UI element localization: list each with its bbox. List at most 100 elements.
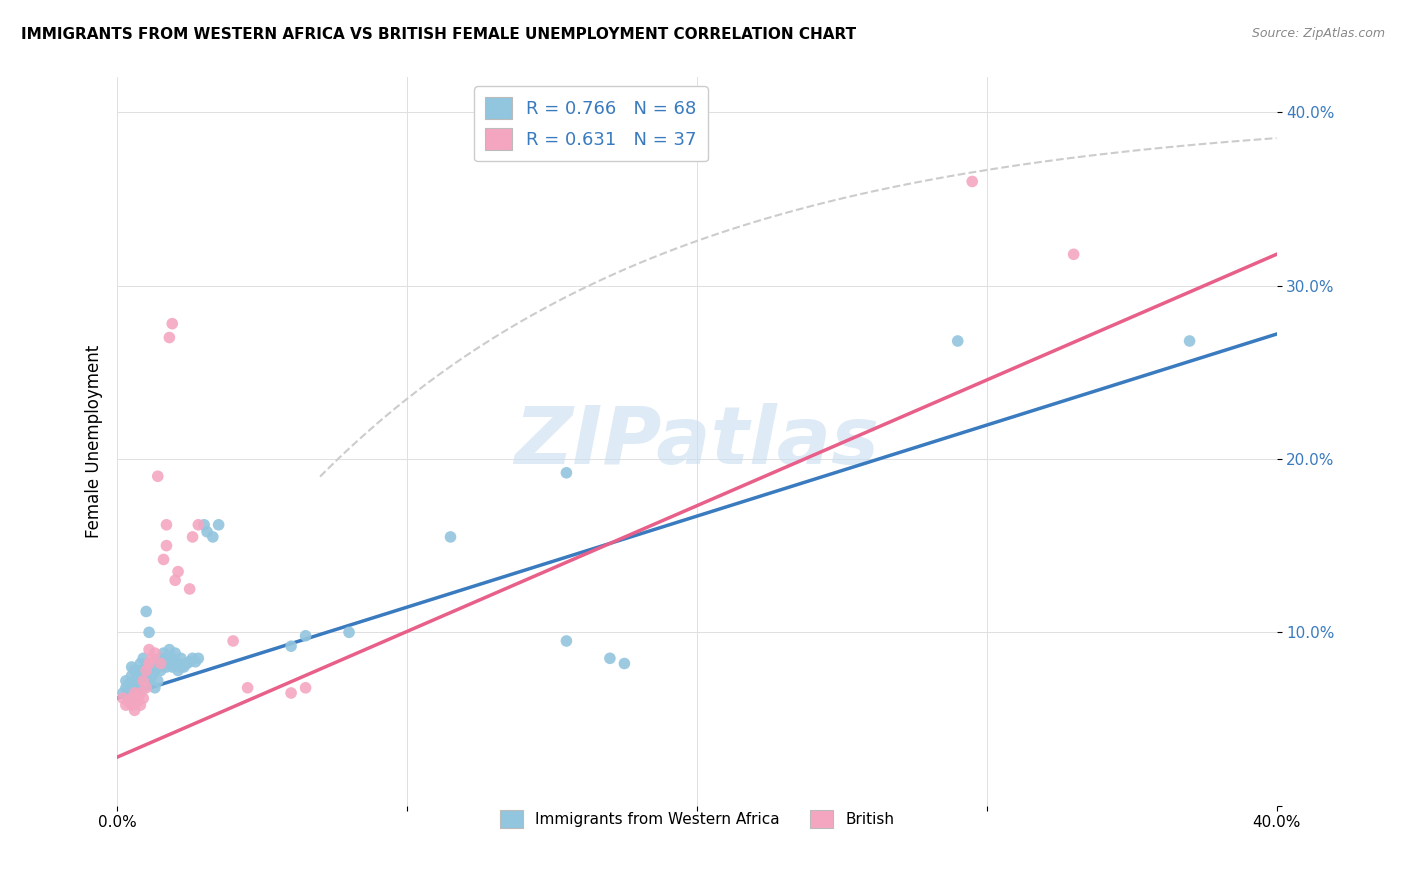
Point: [132, 691, 155, 706]
Point: [143, 646, 166, 660]
Point: [179, 655, 201, 669]
Point: [118, 695, 141, 709]
Point: [135, 681, 157, 695]
Legend: Immigrants from Western Africa, British: Immigrants from Western Africa, British: [494, 804, 900, 835]
Point: [173, 660, 195, 674]
Point: [165, 657, 187, 671]
Point: [170, 651, 193, 665]
Point: [138, 673, 160, 688]
Point: [222, 634, 245, 648]
Point: [124, 664, 146, 678]
Point: [143, 681, 166, 695]
Point: [157, 642, 180, 657]
Text: ZIPatlas: ZIPatlas: [515, 402, 879, 481]
Point: [170, 660, 193, 674]
Point: [193, 517, 215, 532]
Point: [138, 642, 160, 657]
Point: [613, 657, 636, 671]
Point: [207, 517, 229, 532]
Point: [127, 691, 149, 706]
Point: [181, 530, 204, 544]
Point: [176, 657, 198, 671]
Point: [294, 681, 316, 695]
Point: [121, 681, 143, 695]
Point: [155, 660, 177, 674]
Point: [184, 655, 207, 669]
Point: [152, 657, 174, 671]
Point: [1063, 247, 1085, 261]
Point: [143, 664, 166, 678]
Point: [294, 629, 316, 643]
Point: [129, 698, 152, 713]
Point: [187, 517, 209, 532]
Point: [157, 655, 180, 669]
Point: [141, 668, 163, 682]
Point: [118, 677, 141, 691]
Point: [555, 634, 578, 648]
Point: [152, 646, 174, 660]
Point: [149, 651, 172, 665]
Point: [121, 691, 143, 706]
Point: [960, 174, 983, 188]
Point: [132, 681, 155, 695]
Point: [167, 565, 190, 579]
Point: [138, 664, 160, 678]
Point: [127, 668, 149, 682]
Point: [127, 677, 149, 691]
Point: [135, 677, 157, 691]
Point: [124, 686, 146, 700]
Point: [129, 686, 152, 700]
Point: [135, 664, 157, 678]
Point: [439, 530, 461, 544]
Point: [146, 469, 169, 483]
Point: [129, 673, 152, 688]
Point: [115, 673, 138, 688]
Point: [155, 651, 177, 665]
Point: [129, 664, 152, 678]
Point: [146, 660, 169, 674]
Point: [181, 651, 204, 665]
Point: [167, 664, 190, 678]
Point: [141, 651, 163, 665]
Point: [599, 651, 621, 665]
Point: [121, 660, 143, 674]
Point: [195, 524, 218, 539]
Point: [132, 668, 155, 682]
Point: [165, 646, 187, 660]
Y-axis label: Female Unemployment: Female Unemployment: [86, 345, 103, 538]
Point: [141, 657, 163, 671]
Point: [157, 330, 180, 344]
Point: [124, 686, 146, 700]
Point: [138, 625, 160, 640]
Point: [132, 673, 155, 688]
Point: [124, 703, 146, 717]
Point: [162, 317, 184, 331]
Point: [152, 552, 174, 566]
Point: [118, 691, 141, 706]
Point: [115, 681, 138, 695]
Point: [146, 673, 169, 688]
Point: [201, 530, 224, 544]
Point: [149, 657, 172, 671]
Point: [121, 668, 143, 682]
Point: [127, 681, 149, 695]
Text: Source: ZipAtlas.com: Source: ZipAtlas.com: [1251, 27, 1385, 40]
Point: [236, 681, 259, 695]
Point: [111, 691, 134, 706]
Point: [946, 334, 969, 348]
Point: [165, 574, 187, 588]
Point: [132, 651, 155, 665]
Point: [138, 657, 160, 671]
Point: [121, 698, 143, 713]
Point: [337, 625, 360, 640]
Point: [162, 651, 184, 665]
Point: [149, 664, 172, 678]
Point: [135, 605, 157, 619]
Point: [555, 466, 578, 480]
Point: [280, 686, 302, 700]
Point: [124, 673, 146, 688]
Point: [280, 639, 302, 653]
Text: IMMIGRANTS FROM WESTERN AFRICA VS BRITISH FEMALE UNEMPLOYMENT CORRELATION CHART: IMMIGRANTS FROM WESTERN AFRICA VS BRITIS…: [21, 27, 856, 42]
Point: [155, 517, 177, 532]
Point: [155, 539, 177, 553]
